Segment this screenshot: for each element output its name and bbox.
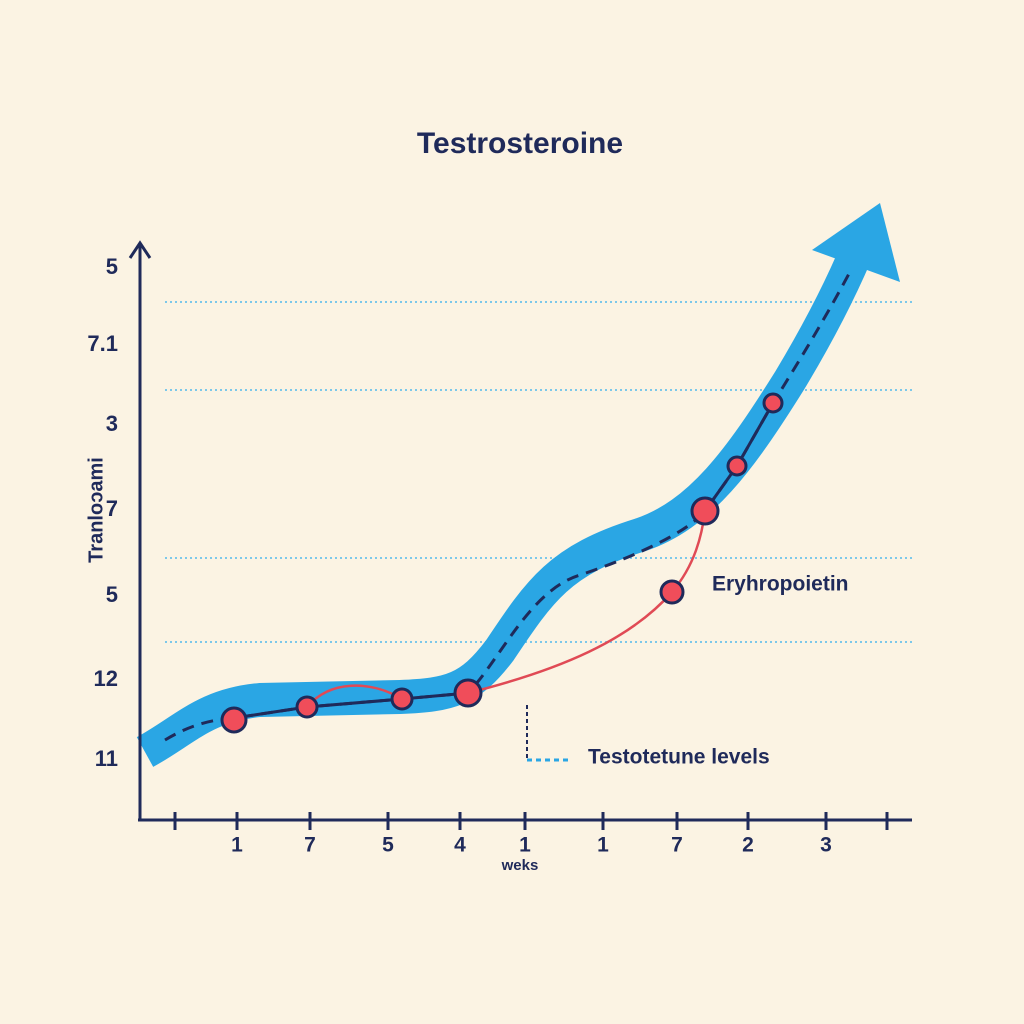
point <box>220 706 248 734</box>
y-tick-label: 3 <box>106 411 118 436</box>
trend-band <box>136 248 871 767</box>
x-tick-label: 1 <box>597 834 609 857</box>
point <box>690 496 720 526</box>
x-tick-label: 1 <box>519 834 531 857</box>
annotation: Eryhropoietin <box>712 573 849 596</box>
x-ticks <box>173 812 889 830</box>
point <box>453 678 483 708</box>
y-tick-label: 12 <box>94 666 118 691</box>
grid <box>165 301 915 643</box>
point <box>390 687 414 711</box>
x-tick-label: 7 <box>304 834 316 857</box>
y-tick-label: 7.1 <box>87 331 118 356</box>
y-tick-label: 7 <box>106 496 118 521</box>
x-tick-label: 2 <box>742 834 754 857</box>
y-axis-arrow <box>128 240 152 259</box>
x-tick-label: 4 <box>454 834 466 857</box>
x-tick-label: 7 <box>671 834 683 857</box>
chart-title: Testrosteroine <box>417 127 623 160</box>
legend-label: Testotetune levels <box>588 746 770 769</box>
point <box>762 392 784 414</box>
trend-arrowhead <box>812 203 900 282</box>
x-tick-label: 5 <box>382 834 394 857</box>
dashed-line <box>164 267 854 742</box>
y-tick-label: 11 <box>95 746 118 771</box>
point <box>295 695 319 719</box>
points <box>220 392 784 734</box>
x-tick-label: 1 <box>231 834 243 857</box>
point <box>726 455 748 477</box>
x-axis-label: weks <box>501 857 539 874</box>
y-tick-label: 5 <box>106 582 118 607</box>
point <box>659 579 685 605</box>
x-tick-label: 3 <box>820 834 832 857</box>
y-tick-label: 5 <box>106 254 118 279</box>
y-axis-label: Tranloɔami <box>85 457 107 563</box>
